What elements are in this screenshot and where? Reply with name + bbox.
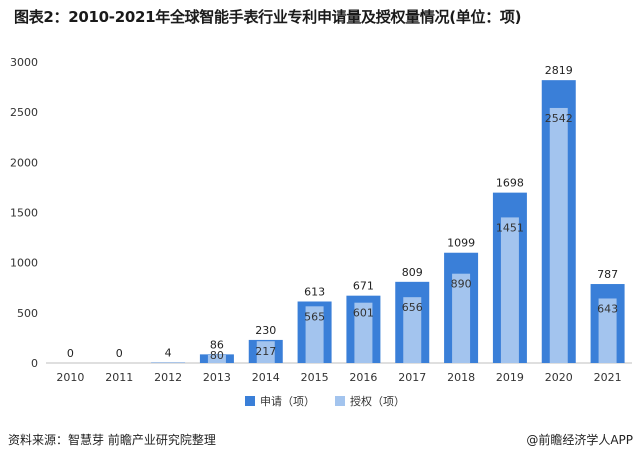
bar-grant bbox=[305, 306, 324, 363]
data-label-application: 0 bbox=[116, 347, 123, 360]
data-label-grant: 643 bbox=[597, 302, 618, 315]
bar-grant bbox=[354, 302, 373, 363]
y-tick-label: 1000 bbox=[10, 257, 38, 270]
x-tick-label: 2012 bbox=[154, 371, 182, 384]
data-label-application: 787 bbox=[597, 268, 618, 281]
legend-label-application: 申请（项） bbox=[260, 395, 315, 408]
data-label-grant: 565 bbox=[304, 310, 325, 323]
data-label-application: 2819 bbox=[545, 64, 573, 77]
data-label-grant: 656 bbox=[402, 301, 423, 314]
legend: 申请（项） 授权（项） bbox=[245, 394, 405, 408]
x-tick-label: 2017 bbox=[398, 371, 426, 384]
y-tick-label: 3000 bbox=[10, 56, 38, 69]
x-tick-label: 2019 bbox=[496, 371, 524, 384]
legend-swatch-grant bbox=[335, 396, 345, 406]
data-label-grant: 890 bbox=[451, 278, 472, 291]
publisher-credit: @前瞻经济学人APP bbox=[526, 433, 633, 447]
bar-grant bbox=[207, 354, 226, 363]
bar-grant bbox=[500, 217, 519, 363]
bar-grant bbox=[256, 341, 275, 363]
data-label-grant: 217 bbox=[255, 345, 276, 358]
data-label-application: 613 bbox=[304, 285, 325, 298]
page-title: 图表2：2010-2021年全球智能手表行业专利申请量及授权量情况(单位：项) bbox=[14, 8, 522, 26]
data-label-application: 4 bbox=[165, 347, 172, 360]
x-tick-label: 2011 bbox=[105, 371, 133, 384]
data-label-grant: 80 bbox=[210, 349, 224, 362]
x-axis: 2010 2011 2012 2013 2014 2015 2016 2017 2018 2019… bbox=[46, 362, 632, 384]
bar-grant bbox=[452, 273, 471, 363]
legend-swatch-application bbox=[245, 396, 255, 406]
data-label-application: 1099 bbox=[447, 237, 475, 250]
x-tick-label: 2014 bbox=[252, 371, 280, 384]
data-label-grant: 1451 bbox=[496, 221, 524, 234]
bar-grant bbox=[598, 298, 617, 363]
data-label-application: 0 bbox=[67, 347, 74, 360]
x-tick-label: 2016 bbox=[349, 371, 377, 384]
x-tick-label: 2013 bbox=[203, 371, 231, 384]
legend-label-grant: 授权（项） bbox=[350, 394, 405, 408]
x-tick-label: 2015 bbox=[301, 371, 329, 384]
x-tick-label: 2010 bbox=[56, 371, 84, 384]
y-tick-label: 500 bbox=[17, 307, 38, 320]
y-tick-label: 2000 bbox=[10, 156, 38, 169]
data-label-application: 230 bbox=[255, 324, 276, 337]
x-tick-label: 2021 bbox=[594, 371, 622, 384]
y-tick-label: 0 bbox=[31, 357, 38, 370]
y-axis: 0 500 1000 1500 2000 2500 3000 bbox=[10, 56, 38, 370]
data-label-application: 86 bbox=[210, 338, 224, 351]
bar-grant bbox=[549, 107, 568, 363]
y-tick-label: 1500 bbox=[10, 207, 38, 220]
data-label-application: 809 bbox=[402, 266, 423, 279]
x-tick-label: 2020 bbox=[545, 371, 573, 384]
x-tick-label: 2018 bbox=[447, 371, 475, 384]
data-label-application: 1698 bbox=[496, 177, 524, 190]
data-label-application: 671 bbox=[353, 280, 374, 293]
bar-grant bbox=[403, 297, 422, 363]
bars bbox=[151, 80, 625, 363]
data-label-grant: 601 bbox=[353, 307, 374, 320]
data-label-grant: 2542 bbox=[545, 112, 573, 125]
y-tick-label: 2500 bbox=[10, 106, 38, 119]
source-note: 资料来源：智慧芽 前瞻产业研究院整理 bbox=[8, 433, 216, 447]
